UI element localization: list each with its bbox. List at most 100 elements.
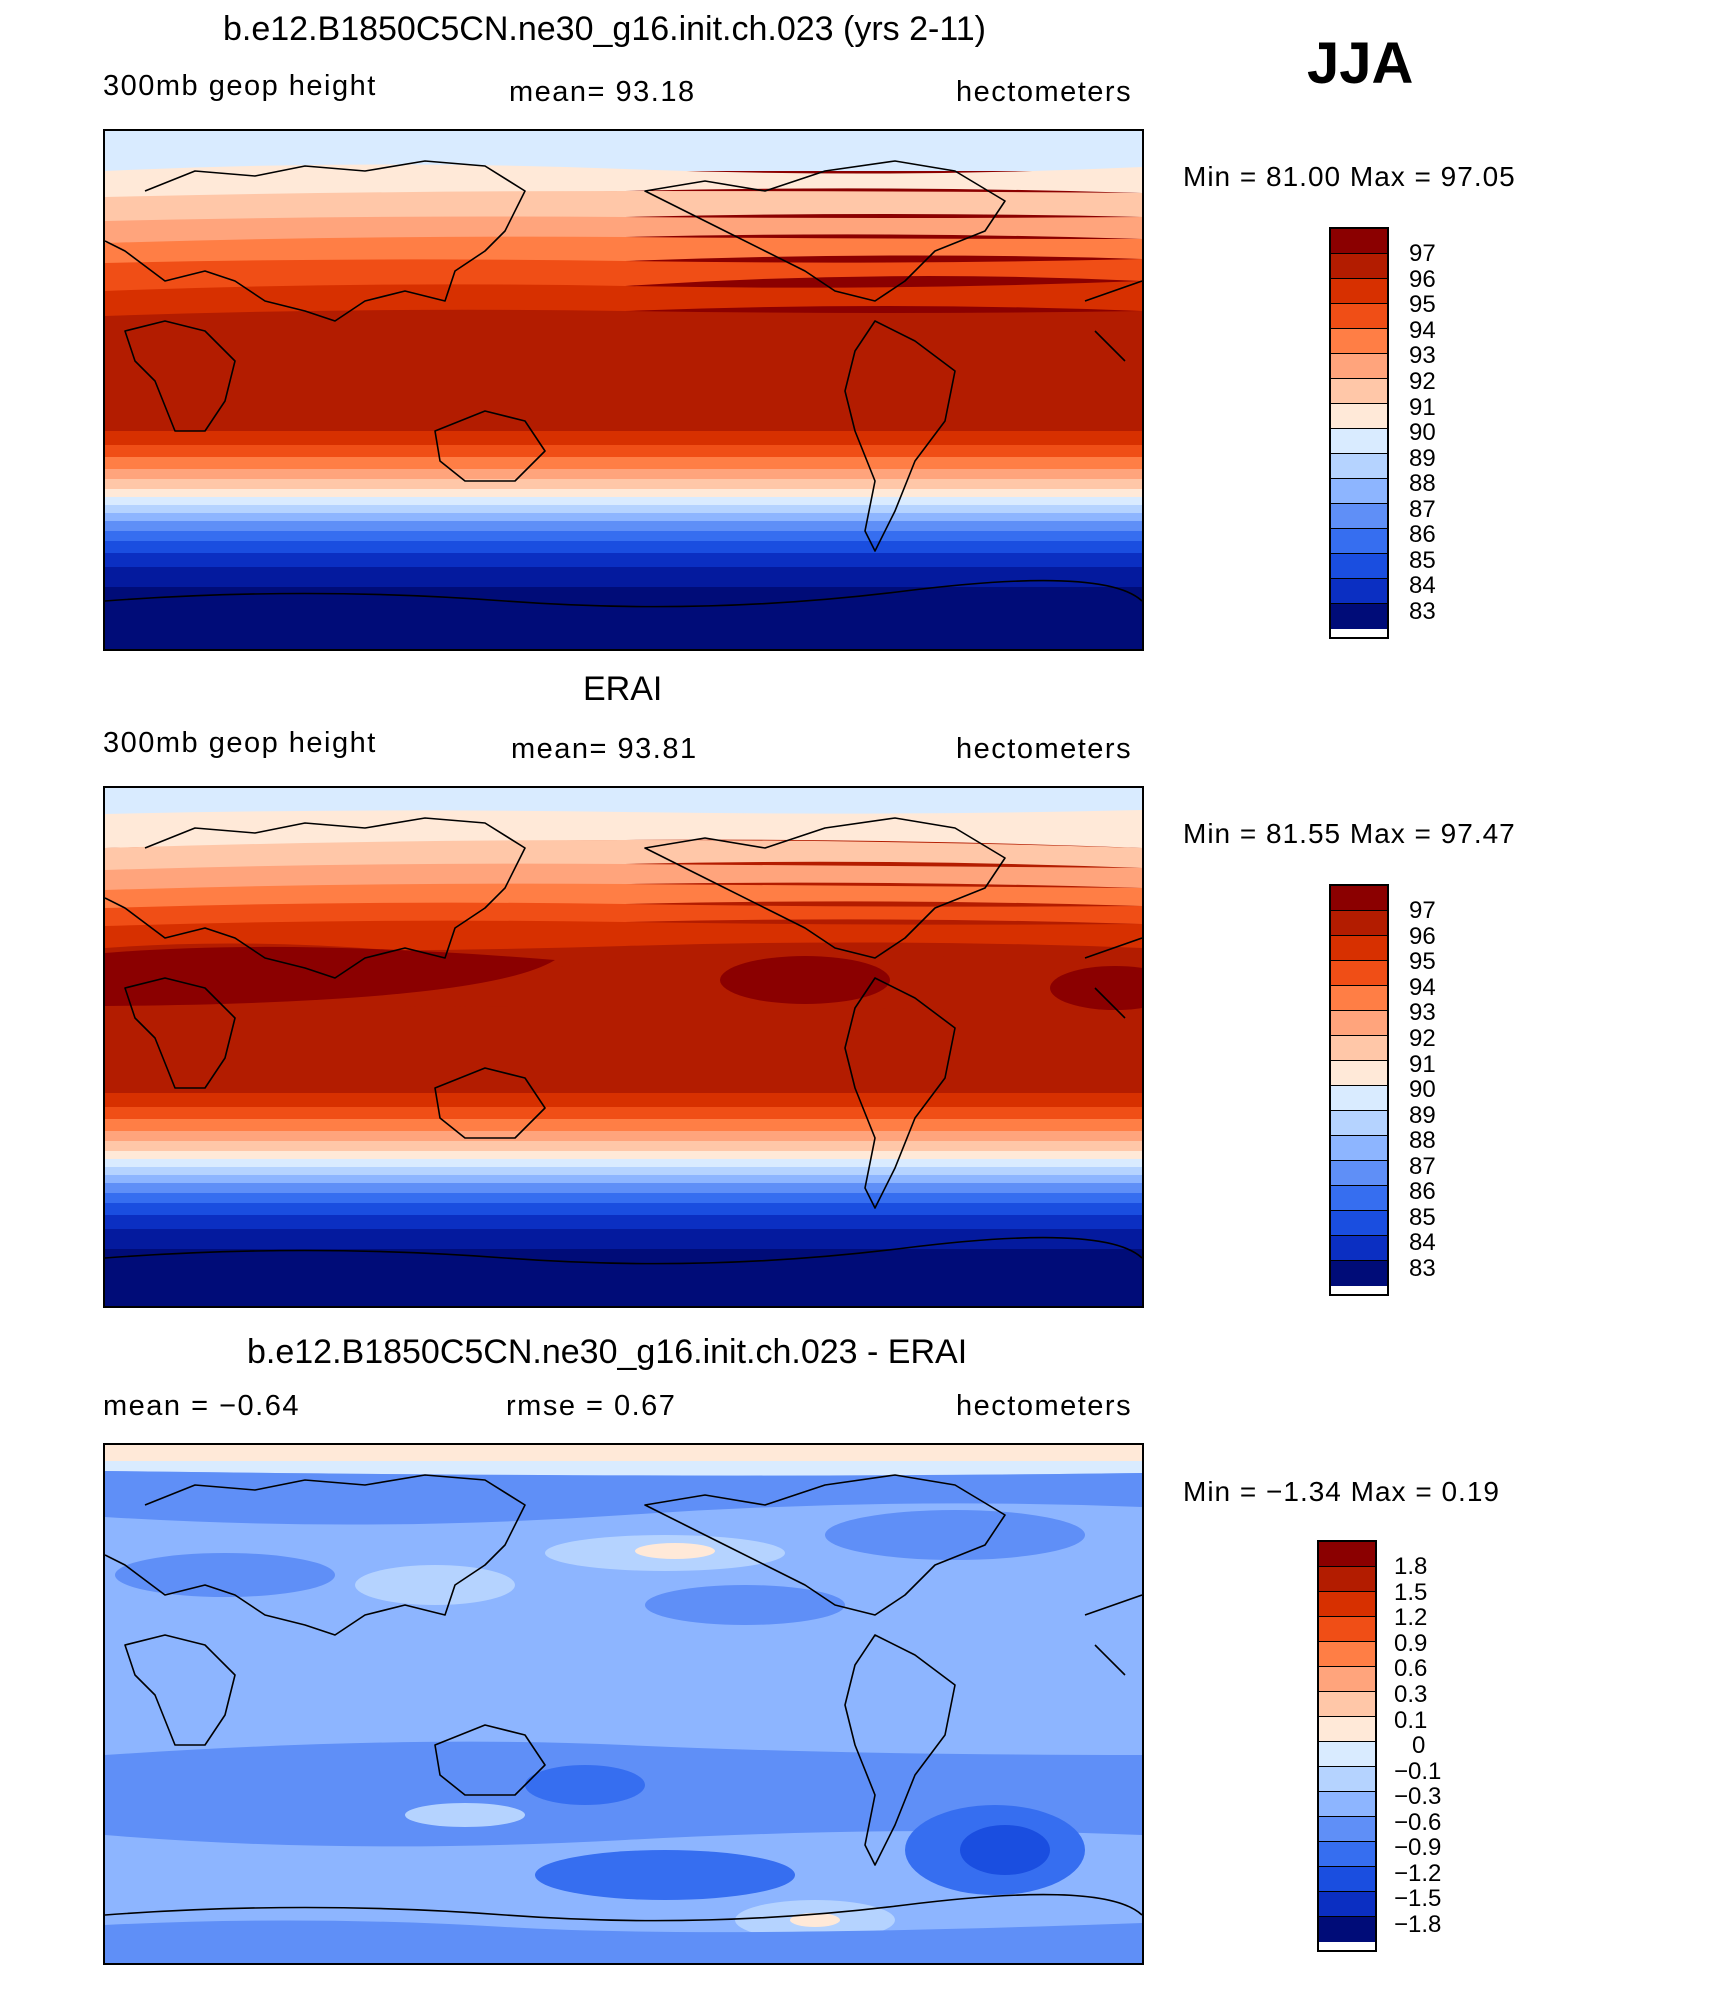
panel2-map <box>103 786 1144 1308</box>
band <box>105 309 1142 438</box>
colorbar-swatch <box>1331 911 1387 936</box>
anomaly-region <box>405 1803 525 1827</box>
colorbar-swatch <box>1331 254 1387 279</box>
band <box>105 1131 1142 1141</box>
panel3-map <box>103 1443 1144 1965</box>
colorbar-label: 85 <box>1409 547 1436 574</box>
colorbar-swatch <box>1331 604 1387 629</box>
band <box>105 1151 1142 1159</box>
colorbar-label: −1.8 <box>1394 1911 1442 1938</box>
band <box>105 469 1142 479</box>
band <box>105 863 1142 890</box>
band <box>105 489 1142 497</box>
colorbar-label: 0 <box>1412 1732 1426 1759</box>
panel1-title: b.e12.B1850C5CN.ne30_g16.init.ch.023 (yr… <box>223 10 986 48</box>
colorbar-label: 97 <box>1409 897 1436 924</box>
colorbar-swatch <box>1331 1036 1387 1061</box>
colorbar-swatch <box>1319 1867 1375 1892</box>
colorbar-swatch <box>1331 479 1387 504</box>
colorbar-label: 91 <box>1409 1051 1436 1078</box>
colorbar-swatch <box>1331 886 1387 911</box>
band <box>105 431 1142 445</box>
panel2-mean-label: mean= 93.81 <box>511 733 698 765</box>
panel2-colorbar <box>1329 884 1389 1296</box>
band <box>105 1461 1142 1476</box>
colorbar-swatch <box>1319 1667 1375 1692</box>
colorbar-label: 96 <box>1409 266 1436 293</box>
colorbar-swatch <box>1331 1061 1387 1086</box>
colorbar-label: 91 <box>1409 394 1436 421</box>
anomaly-region <box>790 1913 840 1927</box>
colorbar-label: 94 <box>1409 974 1436 1001</box>
colorbar-swatch <box>1319 1792 1375 1817</box>
colorbar-label: 86 <box>1409 521 1436 548</box>
band <box>105 457 1142 469</box>
band <box>105 1249 1142 1306</box>
band <box>105 513 1142 521</box>
anomaly-region <box>645 1585 845 1625</box>
colorbar-swatch <box>1319 1742 1375 1767</box>
panel1-contour-field <box>105 131 1142 649</box>
panel3-units-label: hectometers <box>956 1390 1133 1422</box>
colorbar-swatch <box>1319 1817 1375 1842</box>
panel3-mean-label: mean = −0.64 <box>103 1390 300 1422</box>
band <box>105 281 1142 318</box>
colorbar-label: −1.5 <box>1394 1885 1442 1912</box>
colorbar-label: 87 <box>1409 1153 1436 1180</box>
colorbar-swatch <box>1319 1642 1375 1667</box>
colorbar-label: 96 <box>1409 923 1436 950</box>
colorbar-label: 89 <box>1409 445 1436 472</box>
band <box>105 445 1142 457</box>
colorbar-label: 93 <box>1409 342 1436 369</box>
band <box>105 840 1142 870</box>
colorbar-label: −0.3 <box>1394 1783 1442 1810</box>
anomaly-region <box>355 1565 515 1605</box>
panel2-contour-field <box>105 788 1142 1306</box>
band <box>105 1159 1142 1167</box>
colorbar-swatch <box>1331 579 1387 604</box>
colorbar-label: −0.6 <box>1394 1809 1442 1836</box>
colorbar-label: 92 <box>1409 1025 1436 1052</box>
colorbar-swatch <box>1319 1842 1375 1867</box>
colorbar-swatch <box>1319 1917 1375 1942</box>
panel1-colorbar <box>1329 227 1389 639</box>
band <box>105 1107 1142 1119</box>
colorbar-swatch <box>1331 329 1387 354</box>
colorbar-label: 94 <box>1409 317 1436 344</box>
band <box>105 216 1142 243</box>
colorbar-swatch <box>1331 1161 1387 1186</box>
band <box>105 1445 1142 1461</box>
hot-region <box>720 956 890 1004</box>
colorbar-label: 90 <box>1409 1076 1436 1103</box>
band <box>105 497 1142 505</box>
colorbar-label: 83 <box>1409 1255 1436 1282</box>
panel3-title: b.e12.B1850C5CN.ne30_g16.init.ch.023 - E… <box>247 1333 968 1371</box>
anomaly-region <box>825 1510 1085 1560</box>
panel2-units-label: hectometers <box>956 733 1133 765</box>
colorbar-swatch <box>1331 454 1387 479</box>
colorbar-label: 95 <box>1409 948 1436 975</box>
colorbar-swatch <box>1331 961 1387 986</box>
colorbar-swatch <box>1331 1136 1387 1161</box>
colorbar-label: 84 <box>1409 572 1436 599</box>
colorbar-label: 1.2 <box>1394 1604 1428 1631</box>
colorbar-swatch <box>1319 1617 1375 1642</box>
colorbar-label: −0.9 <box>1394 1834 1442 1861</box>
band <box>105 505 1142 513</box>
band <box>105 1175 1142 1183</box>
colorbar-swatch <box>1319 1692 1375 1717</box>
colorbar-label: 93 <box>1409 999 1436 1026</box>
colorbar-swatch <box>1331 529 1387 554</box>
band <box>105 567 1142 587</box>
band <box>105 1093 1142 1107</box>
colorbar-label: 90 <box>1409 419 1436 446</box>
colorbar-swatch <box>1331 404 1387 429</box>
colorbar-swatch <box>1331 379 1387 404</box>
colorbar-swatch <box>1331 1186 1387 1211</box>
colorbar-label: 0.1 <box>1394 1707 1428 1734</box>
anomaly-region <box>115 1553 335 1597</box>
anomaly-region <box>535 1850 795 1900</box>
colorbar-swatch <box>1319 1767 1375 1792</box>
colorbar-swatch <box>1331 304 1387 329</box>
colorbar-label: 97 <box>1409 240 1436 267</box>
